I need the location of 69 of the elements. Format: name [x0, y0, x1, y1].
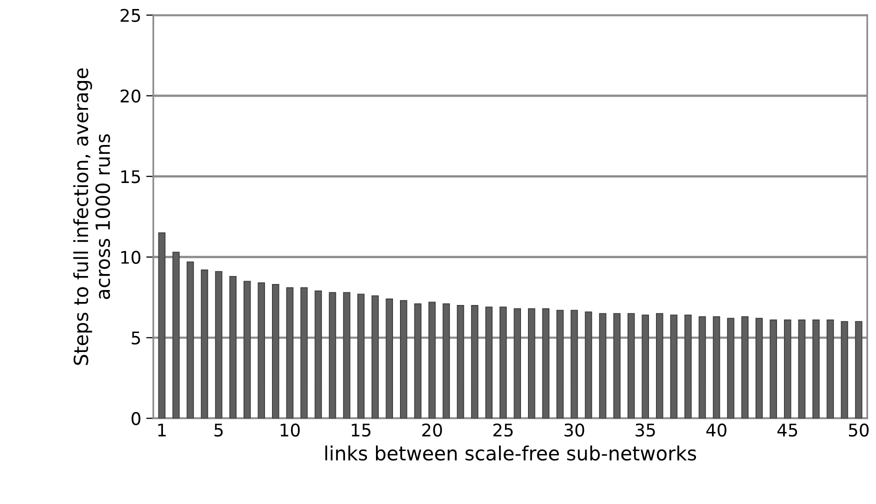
bar	[471, 305, 478, 418]
y-tick-label: 5	[132, 332, 140, 345]
bar	[286, 287, 294, 418]
bar	[258, 282, 266, 418]
bar	[528, 308, 536, 418]
bar	[343, 292, 350, 418]
y-tick-label: 0	[132, 412, 140, 426]
bar	[698, 316, 706, 418]
bar	[186, 261, 194, 418]
bar	[741, 316, 749, 418]
bar	[784, 320, 792, 418]
bar	[570, 310, 578, 418]
x-tick-label: 1	[158, 424, 166, 436]
bar	[386, 298, 394, 418]
x-tick-label: 25	[493, 423, 513, 437]
bar	[314, 290, 322, 418]
x-tick-label: 45	[777, 424, 798, 437]
bar	[556, 310, 564, 418]
bar	[628, 313, 635, 418]
bar	[215, 271, 222, 418]
bar	[712, 316, 720, 418]
bar	[372, 295, 379, 418]
x-tick-label: 5	[214, 424, 223, 437]
bar	[684, 314, 692, 418]
y-axis-title: Steps to full infection, average across 1000 runs	[73, 68, 110, 365]
x-tick-label: 20	[422, 423, 442, 437]
bar	[840, 321, 848, 418]
bar	[855, 321, 862, 418]
bar	[542, 308, 550, 418]
bar	[798, 320, 806, 418]
x-axis-title: links between scale-free sub-networks	[325, 446, 696, 461]
x-tick-label: 10	[280, 423, 300, 437]
x-tick-label: 30	[564, 423, 584, 437]
bar	[229, 276, 237, 418]
bar	[328, 292, 336, 418]
bar	[613, 313, 621, 418]
y-tick-label: 20	[120, 89, 140, 103]
y-tick-label: 15	[121, 170, 140, 184]
bar	[300, 287, 308, 418]
bar	[456, 305, 464, 418]
y-tick-label: 25	[120, 8, 140, 22]
bar	[656, 313, 664, 418]
bar	[428, 302, 436, 418]
bar	[442, 303, 450, 418]
x-tick-label: 40	[706, 423, 726, 437]
x-tick-label: 50	[849, 423, 869, 437]
bar	[670, 314, 678, 418]
bar	[357, 294, 365, 418]
bar	[400, 300, 408, 418]
bar	[642, 314, 649, 418]
bar	[500, 306, 507, 418]
bar	[599, 313, 606, 418]
bar	[756, 318, 763, 418]
bar	[727, 318, 734, 418]
bar	[200, 270, 208, 418]
bar	[272, 284, 280, 418]
bar	[770, 320, 777, 418]
bar	[172, 252, 180, 418]
bar	[584, 311, 592, 418]
bar	[485, 306, 493, 418]
y-tick-label: 10	[121, 250, 140, 264]
bar	[514, 308, 521, 418]
bar	[158, 232, 166, 418]
bar	[812, 320, 820, 418]
bar	[244, 280, 251, 418]
x-tick-label: 35	[636, 423, 655, 437]
bar	[414, 303, 422, 418]
bar	[826, 320, 834, 418]
x-tick-label: 15	[352, 424, 370, 437]
